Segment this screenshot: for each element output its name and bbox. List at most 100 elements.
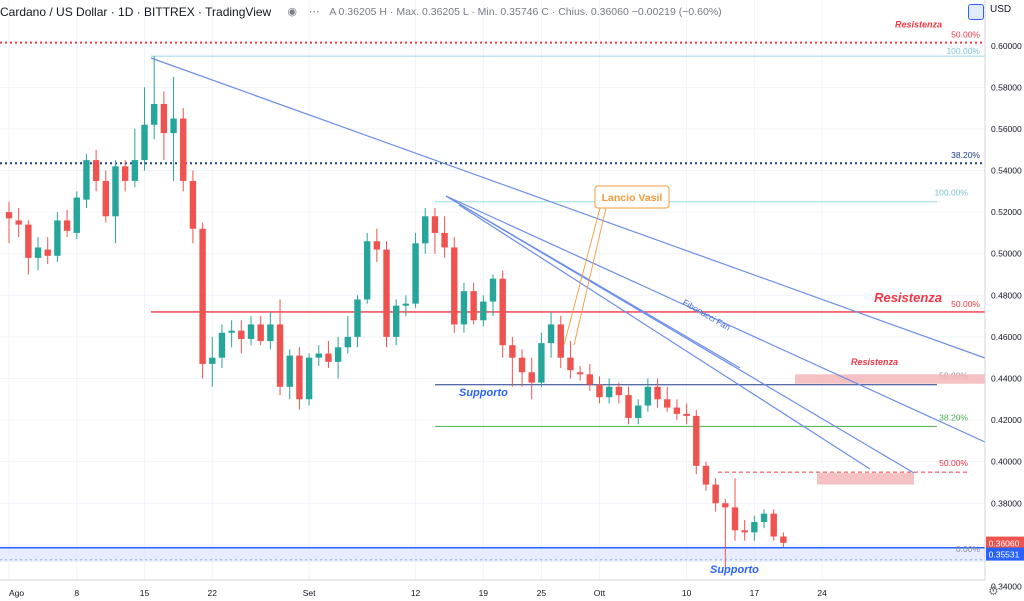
candle-down[interactable] [567, 357, 574, 371]
candle-down[interactable] [63, 220, 71, 231]
candle-down[interactable] [15, 220, 22, 225]
candle-down[interactable] [276, 324, 284, 387]
candle-up[interactable] [635, 405, 642, 418]
candle-up[interactable] [218, 332, 226, 358]
candle-down[interactable] [528, 372, 535, 383]
candle-down[interactable] [180, 118, 187, 181]
time-tick: 10 [682, 588, 692, 598]
candle-up[interactable] [605, 386, 613, 398]
candle-down[interactable] [92, 160, 100, 181]
candle-down[interactable] [780, 536, 787, 543]
candle-up[interactable] [141, 124, 148, 161]
candles-layer[interactable] [5, 56, 787, 568]
candle-up[interactable] [402, 303, 410, 306]
price-axis[interactable]: 0.340000.360000.380000.400000.420000.440… [984, 0, 1024, 601]
candle-down[interactable] [654, 386, 661, 400]
candle-up[interactable] [363, 241, 371, 300]
trendline[interactable] [150, 57, 986, 359]
candle-down[interactable] [702, 465, 710, 485]
candle-up[interactable] [73, 197, 80, 233]
candle-down[interactable] [596, 384, 603, 398]
candle-down[interactable] [296, 355, 303, 400]
symbol-title[interactable]: Cardano / US Dollar · 1D · BITTREX · Tra… [0, 5, 272, 19]
candle-up[interactable] [644, 386, 652, 406]
candle-down[interactable] [770, 513, 777, 537]
time-axis[interactable]: Ago 8 15 22 Set 12 19 25 Ott 10 17 24 [0, 579, 985, 601]
candle-down[interactable] [741, 530, 748, 533]
candle-up[interactable] [131, 160, 139, 181]
candle-down[interactable] [499, 278, 506, 346]
candle-down[interactable] [557, 324, 564, 358]
candle-up[interactable] [538, 343, 545, 383]
eye-icon[interactable]: ◉ [287, 6, 297, 18]
candle-down[interactable] [664, 399, 671, 408]
candle-down[interactable] [25, 224, 32, 258]
candle-down[interactable] [238, 330, 245, 339]
candle-down[interactable] [625, 395, 632, 418]
candle-down[interactable] [586, 374, 593, 385]
more-icon[interactable]: ⋯ [308, 6, 320, 18]
candle-down[interactable] [325, 353, 332, 362]
candle-down[interactable] [189, 180, 197, 229]
last-price-tag[interactable] [986, 536, 1024, 550]
candle-down[interactable] [509, 345, 516, 358]
candle-down[interactable] [160, 103, 168, 134]
candle-down[interactable] [451, 247, 458, 325]
callout-box[interactable] [594, 185, 670, 209]
candle-down[interactable] [712, 484, 719, 504]
candle-up[interactable] [489, 278, 497, 302]
candle-down[interactable] [121, 166, 129, 181]
candle-down[interactable] [257, 324, 264, 342]
candle-down[interactable] [383, 249, 390, 337]
candle-down[interactable] [470, 291, 477, 321]
candle-down[interactable] [44, 249, 51, 256]
candle-down[interactable] [673, 407, 681, 414]
candle-up[interactable] [480, 301, 487, 321]
candle-down[interactable] [441, 232, 448, 248]
candle-up[interactable] [334, 347, 342, 362]
candle-up[interactable] [760, 513, 768, 522]
trendline[interactable] [458, 204, 871, 470]
candle-up[interactable] [247, 324, 255, 339]
candle-down[interactable] [683, 413, 690, 416]
candle-up[interactable] [209, 357, 216, 364]
candle-up[interactable] [267, 324, 274, 342]
candle-down[interactable] [693, 415, 700, 466]
candle-up[interactable] [112, 166, 119, 217]
candle-up[interactable] [422, 216, 429, 244]
candle-down[interactable] [576, 372, 584, 375]
candle-up[interactable] [286, 355, 293, 387]
candle-up[interactable] [344, 336, 351, 348]
candle-down[interactable] [5, 212, 13, 219]
trendline[interactable] [445, 195, 986, 443]
candle-up[interactable] [34, 247, 42, 258]
candle-up[interactable] [460, 291, 468, 325]
candle-up[interactable] [83, 160, 90, 200]
currency-label[interactable]: USD [990, 4, 1012, 15]
candle-down[interactable] [373, 241, 381, 250]
candle-down[interactable] [199, 228, 206, 364]
candle-up[interactable] [305, 357, 313, 400]
candle-down[interactable] [722, 503, 729, 508]
auto-scale-badge[interactable] [968, 4, 984, 20]
candle-up[interactable] [315, 353, 322, 358]
candle-down[interactable] [731, 507, 739, 531]
candle-up[interactable] [412, 243, 419, 304]
candle-up[interactable] [393, 305, 400, 337]
candle-up[interactable] [228, 330, 235, 333]
candle-up[interactable] [354, 299, 361, 337]
candle-down[interactable] [431, 216, 439, 233]
candle-up[interactable] [54, 220, 61, 256]
candle-up[interactable] [170, 118, 177, 134]
candle-down[interactable] [518, 357, 526, 373]
trendline[interactable] [445, 195, 741, 369]
candle-up[interactable] [547, 324, 555, 344]
gear-icon[interactable]: ⚙ [988, 584, 999, 598]
candle-down[interactable] [102, 180, 109, 217]
candle-down[interactable] [615, 386, 623, 396]
candle-up[interactable] [151, 103, 158, 125]
candle-up[interactable] [751, 521, 758, 533]
support-price-tag[interactable] [986, 547, 1024, 561]
